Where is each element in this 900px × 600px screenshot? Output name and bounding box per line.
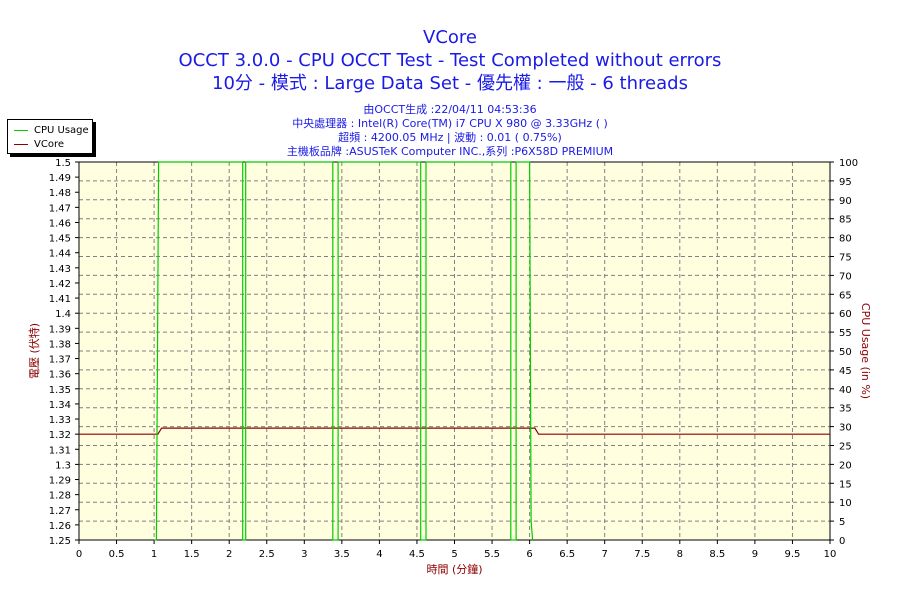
x-tick-label: 5 xyxy=(451,549,457,560)
x-tick-label: 3.5 xyxy=(334,549,350,560)
y-left-tick-label: 1.48 xyxy=(49,188,71,199)
y-left-tick-label: 1.32 xyxy=(49,430,71,441)
x-tick-label: 1 xyxy=(151,549,157,560)
y-left-tick-label: 1.38 xyxy=(49,339,71,350)
x-axis-title: 時間 (分鐘) xyxy=(426,562,482,576)
y-right-tick-label: 95 xyxy=(839,177,852,188)
y-right-tick-label: 30 xyxy=(839,423,852,434)
x-tick-label: 8 xyxy=(677,549,683,560)
y-right-tick-label: 15 xyxy=(839,479,852,490)
x-tick-label: 5.5 xyxy=(484,549,500,560)
legend-label-vcore: VCore xyxy=(34,138,64,150)
y-right-tick-label: 5 xyxy=(839,517,845,528)
y-left-tick-label: 1.45 xyxy=(49,234,71,245)
x-tick-label: 7 xyxy=(602,549,608,560)
y-left-tick-label: 1.39 xyxy=(49,324,71,335)
x-tick-label: 3 xyxy=(301,549,307,560)
y-right-tick-label: 65 xyxy=(839,290,852,301)
info-overclock: 超頻 : 4200.05 MHz | 波動 : 0.01 ( 0.75%) xyxy=(338,131,562,144)
y-right-tick-label: 25 xyxy=(839,442,852,453)
x-tick-label: 10 xyxy=(824,549,837,560)
legend-swatch-cpu-usage xyxy=(14,129,28,131)
y-left-tick-label: 1.28 xyxy=(49,491,71,502)
y-left-tick-label: 1.29 xyxy=(49,476,71,487)
legend-swatch-vcore xyxy=(14,143,28,145)
y-right-tick-label: 50 xyxy=(839,347,852,358)
y-right-tick-label: 75 xyxy=(839,253,852,264)
y-right-tick-label: 35 xyxy=(839,404,852,415)
y-right-tick-label: 10 xyxy=(839,498,852,509)
y-left-tick-label: 1.25 xyxy=(49,536,71,547)
y-left-tick-label: 1.31 xyxy=(49,445,71,456)
info-generated: 由OCCT生成 :22/04/11 04:53:36 xyxy=(363,103,537,116)
y-right-tick-label: 85 xyxy=(839,215,852,226)
chart-title-block: VCore OCCT 3.0.0 - CPU OCCT Test - Test … xyxy=(0,26,900,95)
x-tick-label: 8.5 xyxy=(709,549,725,560)
legend-item-cpu-usage: CPU Usage xyxy=(14,123,89,137)
y-left-tick-label: 1.4 xyxy=(55,309,71,320)
y-left-tick-label: 1.36 xyxy=(49,370,71,381)
x-tick-label: 7.5 xyxy=(634,549,650,560)
y-left-tick-label: 1.35 xyxy=(49,385,71,396)
y-left-tick-label: 1.33 xyxy=(49,415,71,426)
x-tick-label: 6 xyxy=(526,549,532,560)
chart-subtitle-mode: 10分 - 模式 : Large Data Set - 優先權 : 一般 - 6… xyxy=(212,73,688,94)
y-left-tick-label: 1.41 xyxy=(49,294,71,305)
x-tick-label: 0.5 xyxy=(109,549,125,560)
info-motherboard: 主機板品牌 :ASUSTeK Computer INC.,系列 :P6X58D … xyxy=(286,145,614,158)
y-left-tick-label: 1.37 xyxy=(49,355,71,366)
x-tick-label: 0 xyxy=(76,549,82,560)
x-tick-label: 2 xyxy=(226,549,232,560)
series-line-cpu-usage xyxy=(154,161,534,541)
chart-subtitle-test: OCCT 3.0.0 - CPU OCCT Test - Test Comple… xyxy=(178,50,722,71)
y-right-tick-label: 55 xyxy=(839,328,852,339)
x-tick-label: 1.5 xyxy=(184,549,200,560)
y-left-tick-label: 1.43 xyxy=(49,264,71,275)
y-right-tick-label: 100 xyxy=(839,158,858,169)
x-tick-label: 4.5 xyxy=(409,549,425,560)
y-right-tick-label: 90 xyxy=(839,196,852,207)
y-right-tick-label: 45 xyxy=(839,366,852,377)
y-right-tick-label: 20 xyxy=(839,460,852,471)
chart-legend: CPU Usage VCore xyxy=(7,119,93,154)
y-right-tick-label: 80 xyxy=(839,234,852,245)
y-right-tick-label: 0 xyxy=(839,536,845,547)
y-left-tick-label: 1.5 xyxy=(55,158,71,169)
series-line-vcore xyxy=(79,427,830,435)
y-left-tick-label: 1.47 xyxy=(49,203,71,214)
y-right-tick-label: 70 xyxy=(839,271,852,282)
y-left-tick-label: 1.27 xyxy=(49,506,71,517)
x-tick-label: 2.5 xyxy=(259,549,275,560)
y-left-tick-label: 1.26 xyxy=(49,521,71,532)
y-right-tick-label: 60 xyxy=(839,309,852,320)
x-tick-label: 6.5 xyxy=(559,549,575,560)
y-left-tick-label: 1.46 xyxy=(49,218,71,229)
y-left-tick-label: 1.42 xyxy=(49,279,71,290)
y-right-axis-title: CPU Usage (in %) xyxy=(859,303,872,399)
y-left-tick-label: 1.34 xyxy=(49,400,71,411)
y-right-tick-label: 40 xyxy=(839,385,852,396)
legend-item-vcore: VCore xyxy=(14,137,64,151)
y-left-tick-label: 1.49 xyxy=(49,173,71,184)
x-tick-label: 9 xyxy=(752,549,758,560)
y-left-axis-title: 電壓 (伏特) xyxy=(27,323,41,379)
y-left-tick-label: 1.3 xyxy=(55,460,71,471)
legend-label-cpu-usage: CPU Usage xyxy=(34,124,89,136)
y-left-tick-label: 1.44 xyxy=(49,249,71,260)
x-tick-label: 9.5 xyxy=(784,549,800,560)
chart-title: VCore xyxy=(423,27,477,48)
info-cpu: 中央處理器 : Intel(R) Core(TM) i7 CPU X 980 @… xyxy=(292,117,608,130)
system-info-block: 由OCCT生成 :22/04/11 04:53:36 中央處理器 : Intel… xyxy=(0,103,900,159)
x-tick-label: 4 xyxy=(376,549,382,560)
